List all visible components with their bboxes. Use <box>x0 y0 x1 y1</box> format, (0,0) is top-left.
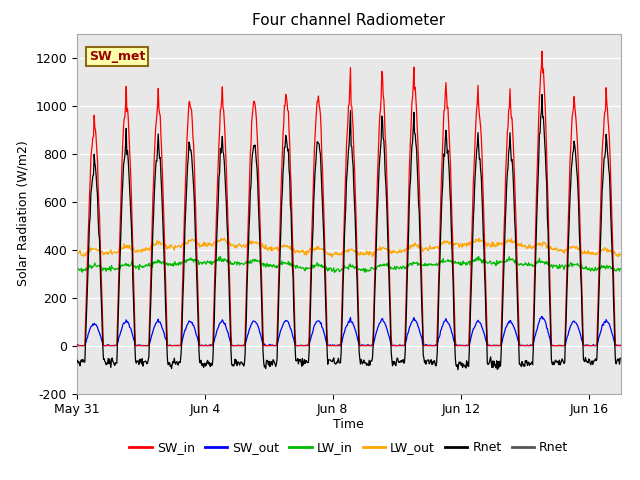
Y-axis label: Solar Radiation (W/m2): Solar Radiation (W/m2) <box>17 141 29 287</box>
Legend: SW_in, SW_out, LW_in, LW_out, Rnet, Rnet: SW_in, SW_out, LW_in, LW_out, Rnet, Rnet <box>124 436 573 459</box>
Text: SW_met: SW_met <box>89 50 145 63</box>
X-axis label: Time: Time <box>333 418 364 431</box>
Title: Four channel Radiometer: Four channel Radiometer <box>252 13 445 28</box>
